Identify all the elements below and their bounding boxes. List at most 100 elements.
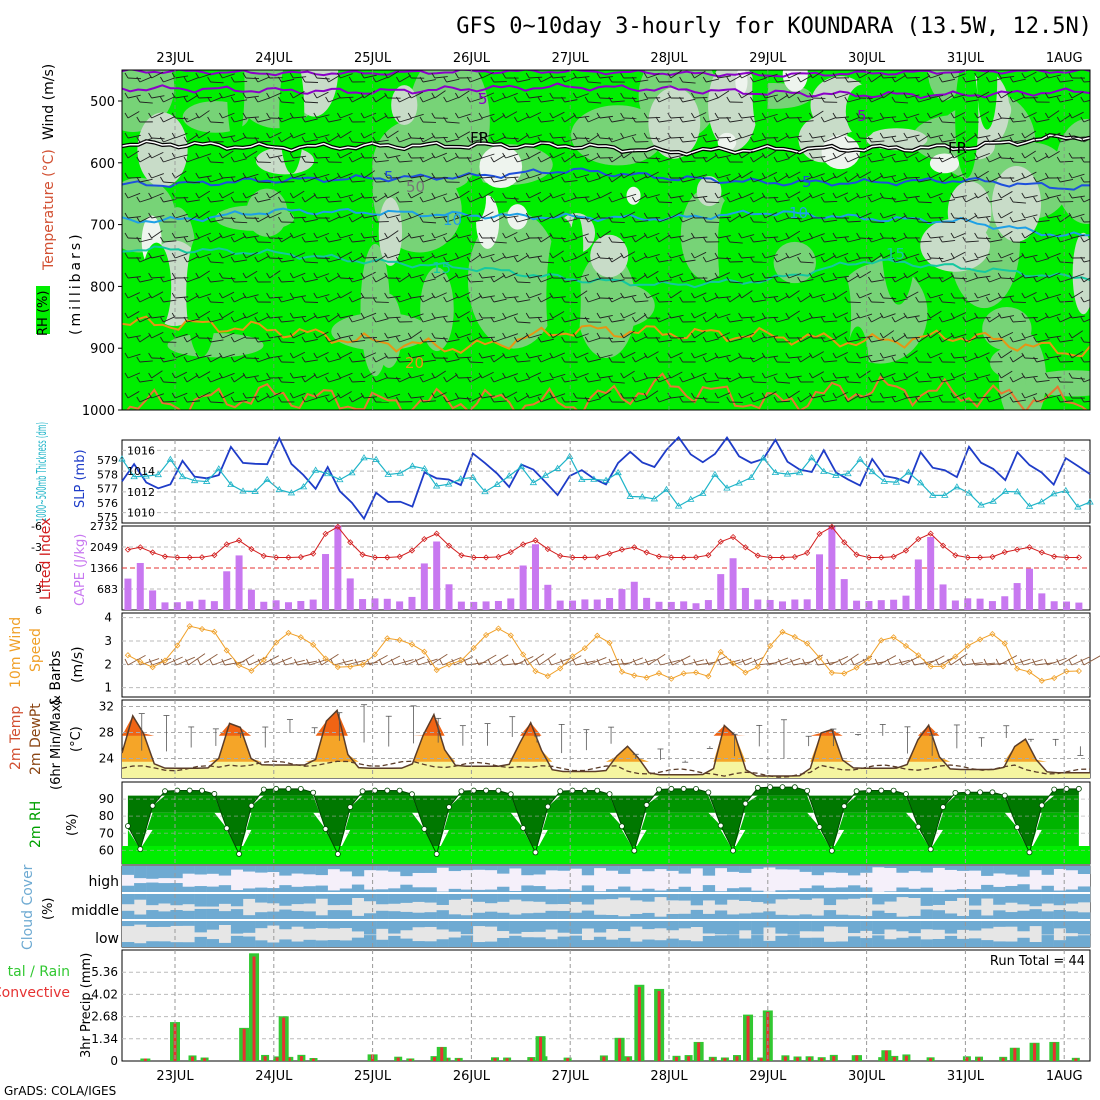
cloud-bar-top — [315, 920, 328, 929]
precip-conv-small — [529, 1057, 533, 1061]
rh-marker — [260, 786, 267, 793]
wind-barb-feather — [726, 156, 731, 163]
wind-barb-feather — [124, 212, 129, 219]
surface-wind-barb — [394, 659, 414, 666]
wind-barb-feather — [1045, 252, 1049, 259]
wind-barb — [564, 218, 578, 223]
wind-barb — [175, 352, 188, 359]
cloud-bar-top — [170, 866, 183, 879]
surface-wind-barb — [333, 659, 354, 666]
wind-barb-feather — [856, 172, 860, 179]
cloud-grid — [122, 892, 1090, 921]
wind-barb-feather — [396, 156, 400, 163]
wind-barb — [942, 139, 956, 143]
cloud-bar-top — [702, 893, 716, 901]
wind-barb-feather — [632, 396, 636, 403]
precip-conv-small — [457, 1058, 461, 1061]
wind-barb — [906, 176, 920, 179]
cloud-bar-top — [944, 866, 958, 870]
wind-barb — [965, 79, 979, 83]
wind-barb — [977, 336, 991, 339]
wind-barb — [694, 312, 707, 319]
wind-barb — [411, 354, 425, 359]
lifted-index-marker — [236, 537, 243, 544]
wind-barb-feather — [514, 216, 518, 223]
wind-barb-feather — [655, 356, 660, 363]
wind-barb — [611, 254, 624, 263]
wind-barb — [635, 377, 648, 383]
cloud-bar-top — [170, 893, 183, 906]
wind-barb-feather — [797, 396, 801, 403]
wind-barb-feather — [242, 252, 247, 259]
wind-barb-feather — [691, 152, 695, 159]
wind-barb — [186, 256, 199, 263]
wind-barb — [281, 101, 295, 104]
cape-bar — [408, 596, 416, 610]
thickness-marker — [1086, 498, 1094, 505]
cloud-bar-top — [327, 920, 340, 929]
wind-barb-feather — [514, 116, 518, 123]
cloud-bar-bottom — [1065, 936, 1079, 947]
lifted-index-marker — [161, 553, 169, 560]
wind-barb — [599, 76, 613, 79]
wind-barb-feather — [325, 176, 329, 183]
wind-barb — [776, 199, 790, 203]
cloud-bar-bottom — [545, 939, 558, 947]
cloud-bar-bottom — [642, 912, 655, 920]
wind-barb — [493, 376, 507, 383]
wind-barb-feather — [171, 272, 176, 279]
wind-barb — [611, 100, 625, 103]
wind-barb — [234, 176, 247, 183]
wind-barb-feather — [455, 352, 459, 359]
wind-barb-feather — [455, 392, 459, 399]
wind-barb-feather — [360, 92, 365, 99]
wind-barb-feather — [1045, 132, 1049, 139]
lifted-index-marker — [544, 545, 551, 553]
wind-barb-feather — [915, 336, 919, 343]
thickness-marker — [215, 465, 223, 472]
wind-barb-feather — [372, 76, 377, 83]
wind-barb-feather — [702, 256, 707, 263]
wind-speed-marker — [915, 652, 922, 659]
wind-barb — [753, 118, 767, 123]
lifted-index-marker — [655, 553, 663, 560]
wind-barb-feather — [348, 216, 353, 223]
wind-barb-feather — [490, 336, 495, 343]
wind-barb — [764, 391, 777, 399]
wind-barb-feather — [974, 252, 978, 259]
wind-barb-feather — [1045, 332, 1049, 339]
wind-barb — [1036, 138, 1050, 143]
wind-barb-feather — [419, 156, 424, 163]
wind-barb — [163, 278, 177, 283]
wind-barb-feather — [502, 212, 506, 219]
wind-barb — [493, 256, 506, 263]
wind-barb-feather — [1021, 172, 1026, 179]
wind-barb — [989, 296, 1002, 303]
wind-barb-feather — [726, 276, 731, 283]
wind-barb-feather — [372, 176, 377, 183]
wind-barb-feather — [856, 152, 860, 159]
wind-barb — [529, 333, 542, 339]
cloud-bar-top — [642, 893, 655, 902]
wind-barb-feather — [207, 136, 211, 143]
wind-barb-feather — [632, 276, 636, 283]
wind-barb-feather — [974, 132, 978, 139]
wind-barb-feather — [242, 152, 247, 159]
wind-barb-feather — [490, 396, 495, 403]
wind-barb — [493, 354, 505, 363]
wind-barb-feather — [702, 276, 707, 283]
wind-barb — [658, 234, 671, 243]
wind-barb-feather — [879, 192, 884, 199]
wind-barb-feather — [915, 356, 919, 363]
wind-barb — [611, 279, 625, 283]
wind-barb-feather — [266, 192, 270, 199]
wind-barb-feather — [655, 176, 660, 183]
wind-barb — [682, 160, 696, 163]
wind-barb-feather — [325, 336, 329, 343]
wind-barb — [611, 137, 625, 143]
wind-speed-marker — [989, 630, 996, 638]
wind-barb-feather — [702, 296, 707, 303]
wind-barb-feather — [337, 192, 341, 199]
cloud-bar-bottom — [1041, 885, 1054, 893]
surface-wind-barb — [152, 657, 172, 666]
